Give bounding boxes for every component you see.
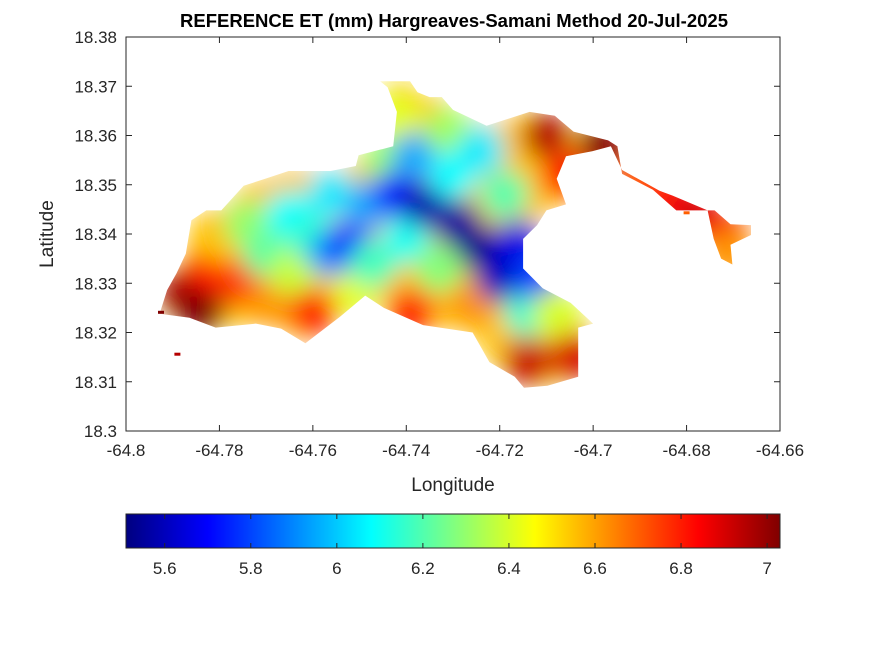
- x-tick-label: -64.66: [756, 441, 804, 460]
- colorbar: 5.6 5.8 6 6.2 6.4 6.6 6.8 7: [125, 513, 781, 578]
- field-cell: [391, 131, 440, 180]
- colorbar-tick-label: 7: [762, 559, 771, 578]
- field-cell: [503, 338, 552, 387]
- isolated-pixel: [174, 352, 181, 356]
- colorbar-tick-label: 6.8: [669, 559, 693, 578]
- y-axis-label: Latitude: [37, 200, 58, 268]
- y-tick-label: 18.38: [74, 28, 117, 47]
- field-cell: [307, 170, 356, 219]
- x-axis-label: Longitude: [411, 475, 494, 496]
- colorbar-tick-label: 6: [332, 559, 341, 578]
- isolated-pixel: [683, 211, 690, 215]
- y-tick-label: 18.37: [74, 77, 117, 96]
- y-tick-label: 18.31: [74, 373, 117, 392]
- x-tick-label: -64.74: [382, 441, 430, 460]
- y-tick-label: 18.3: [84, 422, 117, 441]
- field-cell: [480, 170, 529, 219]
- x-tick-label: -64.8: [107, 441, 146, 460]
- field-cell: [415, 244, 463, 293]
- colorbar-tick-label: 5.8: [239, 559, 263, 578]
- colorbar-tick-label: 6.4: [497, 559, 521, 578]
- field-cell: [457, 126, 505, 175]
- isolated-pixel: [158, 310, 164, 314]
- y-tick-label: 18.32: [74, 324, 117, 343]
- y-tick-label: 18.36: [74, 127, 117, 146]
- colorbar-ticks: 5.6 5.8 6 6.2 6.4 6.6 6.8 7: [153, 514, 772, 578]
- x-tick-label: -64.78: [195, 441, 243, 460]
- field-cell: [349, 239, 398, 288]
- y-tick-label: 18.34: [74, 225, 117, 244]
- colorbar-tick-label: 6.6: [583, 559, 607, 578]
- y-tick-label: 18.33: [74, 274, 117, 293]
- y-axis-ticks: 18.3 18.31 18.32 18.33 18.34 18.35 18.36 18.37 1…: [74, 28, 780, 441]
- colorbar-tick-label: 5.6: [153, 559, 177, 578]
- x-axis-ticks: -64.8 -64.78 -64.76 -64.74 -64.72 -64.7 -64.68…: [107, 37, 804, 460]
- plot-area: -64.8 -64.78 -64.76 -64.74 -64.72 -64.7 -64.68…: [74, 28, 804, 460]
- x-tick-label: -64.72: [476, 441, 524, 460]
- y-tick-label: 18.35: [74, 176, 117, 195]
- chart-title: REFERENCE ET (mm) Hargreaves-Samani Meth…: [180, 10, 728, 31]
- x-tick-label: -64.7: [574, 441, 613, 460]
- field-cell: [522, 111, 571, 160]
- isolated-pixels: [158, 211, 690, 356]
- x-tick-label: -64.68: [662, 441, 710, 460]
- field-cell: [288, 288, 337, 337]
- colorbar-gradient: [125, 513, 781, 549]
- x-tick-label: -64.76: [289, 441, 337, 460]
- colorbar-tick-label: 6.2: [411, 559, 435, 578]
